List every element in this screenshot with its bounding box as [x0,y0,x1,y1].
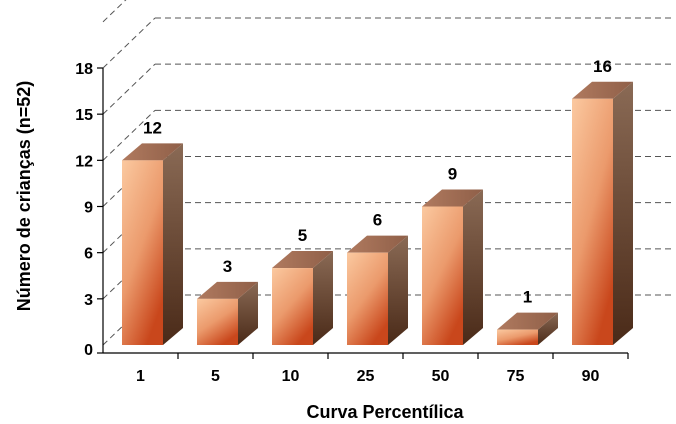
bar-25 [347,252,388,345]
bar-side-10 [313,251,333,345]
gridline-depth-18 [102,17,156,69]
labels: 0 3 6 9 12 15 18 12 1 3 5 5 10 6 25 9 50 1 75 16 90 [75,57,612,385]
bar-1 [122,160,163,345]
bar-top-90 [572,81,633,99]
y-axis-title: Número de crianças (n=52) [14,81,34,312]
bar-side-75 [538,312,558,345]
gridline-depth-15 [102,63,156,115]
bar-side-90 [613,81,633,346]
x-axis-title: Curva Percentílica [306,402,464,422]
bar-10 [272,268,313,345]
x-tick-label-1: 1 [136,368,145,385]
bar-side-1 [163,143,183,345]
data-label-75: 1 [523,288,532,307]
data-label-1: 12 [143,118,162,137]
y-tick-label-18: 18 [75,61,93,78]
bar-top-1 [122,143,183,161]
axes [97,67,629,359]
bar-side-5 [238,281,258,345]
bar-top-5 [197,281,258,299]
y-tick-label-12: 12 [75,153,93,170]
bar-90 [572,98,613,346]
bar-50 [422,206,463,345]
x-tick-label-5: 5 [211,368,220,385]
data-label-5: 3 [223,257,232,276]
data-label-10: 5 [298,226,307,245]
x-tick-label-50: 50 [432,368,450,385]
bar-side-25 [388,235,408,345]
x-tick-label-75: 75 [507,368,525,385]
y-tick-label-6: 6 [84,246,93,263]
x-tick-label-10: 10 [282,368,300,385]
bar-75 [497,329,538,345]
y-tick-label-0: 0 [84,342,93,359]
bar-top-10 [272,251,333,269]
bar-5 [197,298,238,345]
bar-top-25 [347,235,408,253]
gridline-depth-12 [102,109,156,161]
bar-top-50 [422,189,483,207]
data-label-90: 16 [593,57,612,76]
bar-top-75 [497,312,558,330]
data-label-25: 6 [373,211,382,230]
data-label-50: 9 [448,165,457,184]
gridline-depth-21 [102,0,127,23]
bars [122,81,633,346]
y-tick-label-9: 9 [84,200,93,217]
bar-side-50 [463,189,483,345]
y-tick-label-3: 3 [84,292,93,309]
x-tick-label-90: 90 [582,368,600,385]
x-tick-label-25: 25 [357,368,375,385]
y-tick-label-15: 15 [75,107,93,124]
